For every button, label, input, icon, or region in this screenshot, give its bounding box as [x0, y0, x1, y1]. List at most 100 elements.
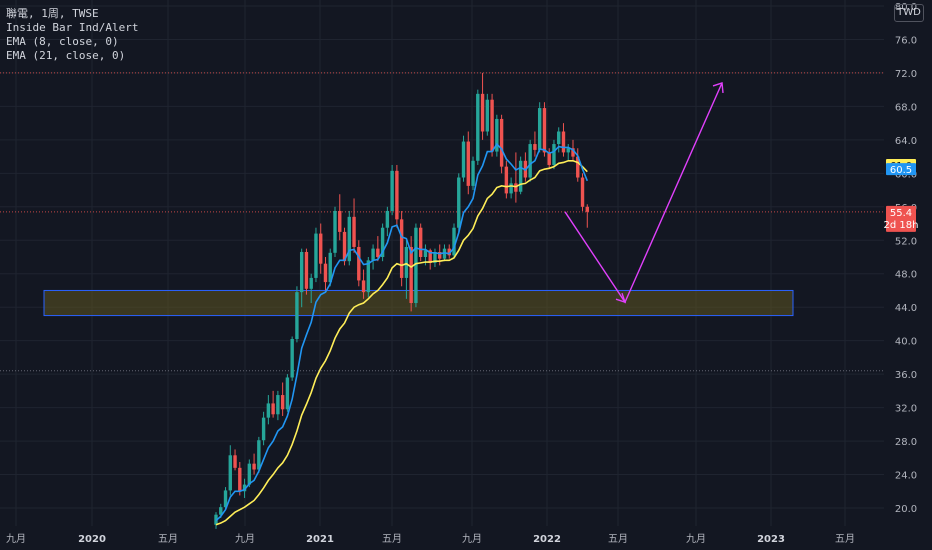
candle-body: [514, 183, 518, 192]
x-tick-label: 九月: [235, 533, 255, 545]
projection-path: [564, 82, 723, 304]
x-tick-label: 2023: [757, 534, 785, 545]
y-tick-label: 72.0: [895, 69, 917, 80]
grid: [0, 0, 884, 526]
ema-21-line: [215, 159, 588, 526]
symbol-line[interactable]: 聯電, 1周, TWSE: [6, 7, 99, 20]
candle-body: [414, 227, 418, 304]
candle-body: [257, 440, 261, 470]
price-badges: 61.060.555.42d 18h: [884, 158, 919, 232]
candle-body: [547, 152, 551, 165]
y-tick-label: 32.0: [895, 404, 917, 415]
candle-body: [457, 177, 461, 228]
candle-body: [466, 141, 470, 186]
candle-body: [518, 160, 523, 192]
candle-body: [433, 251, 437, 263]
y-tick-label: 80.0: [895, 2, 917, 13]
y-tick-label: 48.0: [895, 270, 917, 281]
y-tick-label: 44.0: [895, 303, 917, 314]
x-tick-label: 九月: [6, 533, 26, 545]
candle-body: [557, 131, 561, 145]
candle-body: [561, 131, 566, 153]
y-tick-label: 76.0: [895, 35, 917, 46]
candle-body: [338, 210, 342, 232]
candle-body: [357, 246, 361, 281]
y-tick-label: 68.0: [895, 102, 917, 113]
candle-body: [252, 463, 256, 470]
candle-body: [276, 395, 280, 415]
time-axis: 九月 2020 五月 九月 2021 五月 九月 2022 五月 九月 2023 五月: [6, 533, 855, 545]
support-zone: [43, 289, 794, 317]
candle-body: [438, 251, 442, 259]
x-tick-label: 2020: [78, 534, 106, 545]
price-axis: 20.024.028.032.036.040.044.048.052.056.0…: [895, 2, 917, 515]
y-tick-label: 24.0: [895, 471, 917, 482]
ema-lines: [215, 142, 589, 526]
candle-body: [576, 156, 580, 178]
candle-body: [242, 484, 247, 492]
candle-body: [542, 108, 547, 153]
candle-body: [499, 118, 504, 167]
candle-body: [380, 227, 385, 257]
candle-body: [480, 93, 485, 132]
support-zone-rect: [43, 289, 794, 317]
x-tick-label: 2021: [306, 534, 334, 545]
candle-body: [447, 248, 451, 256]
candle-body: [390, 170, 394, 211]
x-tick-label: 五月: [382, 533, 402, 545]
candle-body: [309, 277, 313, 289]
price-lines: [0, 72, 884, 372]
candle-body: [342, 231, 347, 262]
candle-body: [371, 248, 375, 261]
price-badge-countdown: 2d 18h: [884, 220, 919, 231]
candle-body: [228, 455, 232, 491]
candle-body: [566, 148, 570, 153]
candle-body: [533, 144, 537, 150]
candle-body: [261, 417, 266, 441]
y-tick-label: 28.0: [895, 437, 917, 448]
candlesticks: [214, 72, 589, 529]
candle-body: [399, 219, 404, 278]
x-tick-label: 九月: [686, 533, 706, 545]
candle-body: [223, 490, 228, 508]
candle-body: [418, 227, 423, 257]
candle-body: [404, 246, 409, 278]
candle-body: [233, 455, 237, 468]
candle-body: [495, 118, 499, 152]
candle-body: [271, 403, 275, 415]
price-badge-text: 55.4: [890, 208, 912, 219]
projection-arrow: [564, 82, 724, 304]
candle-body: [347, 216, 351, 262]
y-tick-label: 36.0: [895, 370, 917, 381]
candle-body: [266, 403, 271, 418]
candle-body: [333, 210, 337, 253]
candle-body: [442, 248, 447, 259]
candle-body: [485, 99, 490, 132]
x-tick-label: 2022: [533, 534, 561, 545]
x-tick-label: 五月: [835, 533, 855, 545]
candle-body: [461, 141, 466, 178]
candle-body: [361, 280, 366, 293]
candle-body: [280, 395, 285, 410]
indicator-ema-8[interactable]: EMA (8, close, 0): [6, 35, 119, 48]
price-badge-text: 60.5: [890, 165, 912, 176]
candle-body: [509, 183, 513, 194]
candle-body: [409, 246, 413, 304]
chart-legend: 聯電, 1周, TWSE Inside Bar Ind/Alert EMA (8…: [6, 7, 138, 63]
indicator-inside-bar[interactable]: Inside Bar Ind/Alert: [6, 21, 139, 34]
candle-body: [537, 108, 542, 150]
x-tick-label: 五月: [158, 533, 178, 545]
candle-body: [247, 463, 252, 485]
candle-body: [428, 250, 432, 263]
candle-body: [319, 233, 323, 264]
candle-body: [299, 251, 304, 293]
currency-badge[interactable]: TWD: [894, 4, 924, 22]
candle-body: [238, 467, 242, 492]
candle-body: [352, 216, 356, 247]
y-tick-label: 52.0: [895, 236, 917, 247]
candle-body: [528, 144, 532, 178]
candle-body: [295, 292, 299, 339]
indicator-ema-21[interactable]: EMA (21, close, 0): [6, 49, 126, 62]
